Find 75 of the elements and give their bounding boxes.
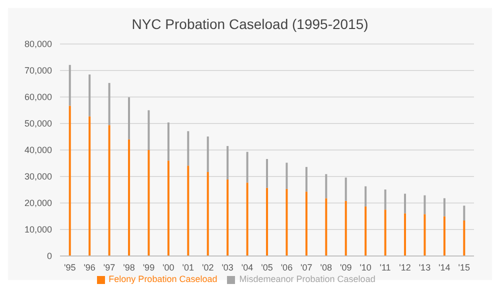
bar (286, 162, 288, 189)
x-tick-label: '99 (142, 262, 155, 272)
y-tick-label: 70,000 (24, 66, 52, 76)
bar (325, 198, 328, 256)
bar (286, 188, 288, 256)
bar (463, 206, 466, 220)
x-tick-label: '04 (241, 262, 254, 272)
bar (384, 189, 386, 210)
legend-label: Misdemeanor Probation Caseload (239, 274, 376, 284)
y-tick-label: 30,000 (24, 172, 52, 182)
y-tick-label: 20,000 (24, 198, 52, 208)
bar (364, 186, 367, 206)
x-tick-label: '08 (320, 262, 332, 272)
x-tick-label: '05 (261, 262, 273, 272)
x-tick-label: '98 (123, 262, 135, 272)
x-tick-label: '09 (340, 262, 352, 272)
bar (128, 139, 130, 256)
bar (246, 152, 248, 183)
bar (344, 200, 347, 256)
bar (128, 97, 130, 140)
bar (364, 206, 367, 256)
bar (108, 82, 110, 126)
x-tick-label: '13 (418, 262, 431, 272)
bar (167, 122, 170, 161)
bar (424, 195, 426, 214)
bar (226, 146, 229, 180)
x-tick-label: '15 (458, 262, 470, 272)
bar (266, 159, 268, 188)
bar (167, 160, 170, 256)
bar (266, 188, 268, 256)
bar (148, 150, 150, 256)
bar (384, 210, 386, 256)
bar (404, 194, 406, 214)
bar (443, 216, 446, 256)
bar (68, 106, 71, 256)
bar (344, 178, 347, 201)
legend-label: Felony Probation Caseload (108, 274, 218, 284)
bar (68, 64, 71, 106)
bar (187, 166, 190, 256)
y-tick-label: 0 (46, 251, 52, 262)
bar (206, 172, 209, 256)
x-tick-label: '11 (380, 262, 391, 272)
bar (443, 198, 446, 216)
bar (108, 125, 110, 256)
y-tick-label: 50,000 (24, 118, 52, 129)
y-tick-label: 80,000 (24, 39, 52, 50)
x-tick-label: '03 (222, 262, 234, 272)
y-tick-label: 60,000 (24, 92, 52, 102)
bar (187, 131, 190, 166)
x-tick-label: '14 (438, 262, 450, 272)
bar (226, 179, 229, 256)
bar (305, 192, 308, 256)
x-tick-label: '96 (84, 262, 96, 272)
bar (246, 182, 248, 256)
x-tick-label: '12 (399, 262, 411, 272)
bar (206, 136, 209, 172)
x-tick-label: '07 (300, 262, 312, 272)
y-tick-label: 40,000 (24, 145, 52, 156)
bar (88, 74, 91, 116)
x-tick-label: '01 (182, 262, 194, 272)
x-tick-label: '97 (103, 262, 116, 272)
x-tick-label: '10 (360, 262, 372, 272)
chart-title: NYC Probation Caseload (1995-2015) (130, 15, 370, 34)
x-tick-label: '06 (280, 262, 293, 272)
x-tick-label: '02 (202, 262, 214, 272)
bar (88, 116, 91, 256)
bar (463, 220, 466, 256)
bar (424, 214, 426, 256)
x-tick-label: '00 (162, 262, 174, 272)
y-tick-label: 10,000 (24, 224, 52, 235)
x-tick-label: '95 (64, 262, 76, 272)
bar (305, 166, 308, 192)
bar (325, 174, 328, 198)
bar (148, 110, 150, 150)
bar (404, 213, 406, 256)
